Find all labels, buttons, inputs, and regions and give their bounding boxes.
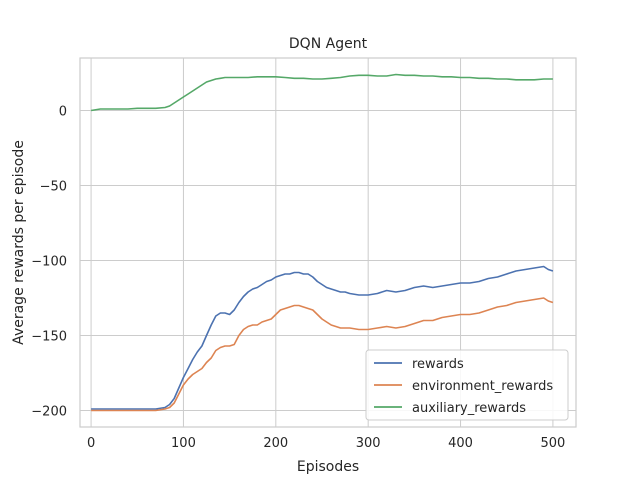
y-tick-label: −150 bbox=[31, 330, 67, 345]
y-tick-label: −100 bbox=[31, 255, 67, 270]
series-line-rewards bbox=[91, 265, 554, 410]
legend-box bbox=[365, 349, 569, 421]
x-tick-label: 500 bbox=[540, 436, 565, 451]
x-tick-label: 300 bbox=[356, 436, 381, 451]
y-tick-label: −200 bbox=[31, 405, 67, 420]
chart-title: DQN Agent bbox=[289, 36, 368, 52]
series-line-auxiliary-rewards bbox=[90, 73, 553, 112]
legend: rewards environment_rewards auxiliary_rewa… bbox=[365, 349, 569, 421]
legend-entry: rewards bbox=[412, 357, 464, 372]
series-lines bbox=[90, 73, 554, 412]
tick-labels: 0 100 200 300 400 500 0 −50 −100 −150 −200 bbox=[31, 105, 565, 452]
x-tick-label: 400 bbox=[448, 436, 473, 451]
x-tick-label: 100 bbox=[171, 436, 196, 451]
x-tick-label: 0 bbox=[87, 436, 95, 451]
y-tick-label: 0 bbox=[59, 105, 67, 120]
legend-entry: auxiliary_rewards bbox=[412, 401, 526, 416]
x-axis-label: Episodes bbox=[297, 459, 359, 475]
y-tick-label: −50 bbox=[40, 180, 67, 195]
legend-entry: environment_rewards bbox=[412, 379, 553, 394]
plot-frame bbox=[79, 57, 577, 428]
y-axis-label: Average rewards per episode bbox=[11, 140, 27, 345]
x-tick-label: 200 bbox=[263, 436, 288, 451]
grid bbox=[80, 58, 576, 427]
series-line-environment-rewards bbox=[91, 297, 554, 412]
